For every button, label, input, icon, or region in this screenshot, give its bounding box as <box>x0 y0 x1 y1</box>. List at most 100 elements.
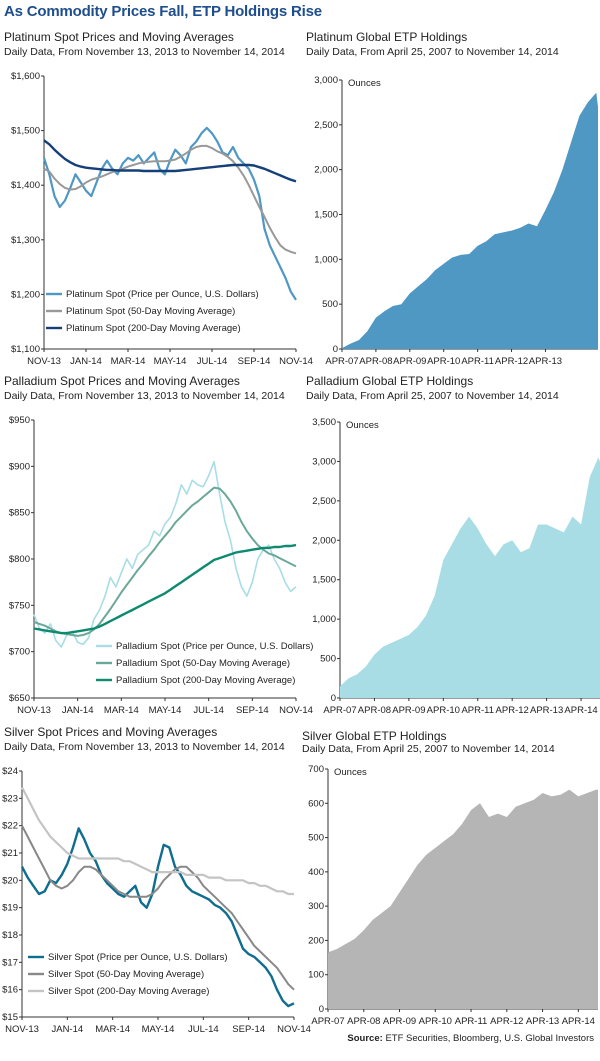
x-tick-label: JAN-14 <box>70 356 102 367</box>
x-tick-label: APR-10 <box>427 356 460 367</box>
y-tick-label: 2,500 <box>314 120 338 131</box>
y-tick-label: $1,300 <box>11 235 40 246</box>
y-tick-label: 600 <box>308 798 324 809</box>
x-tick-label: SEP-14 <box>232 1024 265 1035</box>
y-tick-label: $17 <box>2 957 18 968</box>
x-tick-label: APR-10 <box>419 1016 452 1027</box>
chart-title: Silver Spot Prices and Moving Averages <box>4 725 218 739</box>
x-tick-label: NOV-13 <box>17 705 51 716</box>
x-tick-label: MAR-14 <box>95 1024 130 1035</box>
silver-etp-chart: 0 100 200 300 400 500 600 700 APR-07 APR-08 APR-09… <box>308 764 598 1027</box>
x-tick-label: JUL-14 <box>197 356 228 367</box>
y-tick-label: $18 <box>2 930 18 941</box>
silver-spot-chart: $15 $16 $17 $18 $19 $20 $21 $22 $23 $24 NOV-13 JAN-… <box>2 766 311 1035</box>
etp-holdings-area <box>342 92 598 349</box>
x-tick-label: APR-08 <box>347 1016 380 1027</box>
y-tick-label: $850 <box>9 508 30 519</box>
legend-label: Silver Spot (Price per Ounce, U.S. Dolla… <box>48 952 228 963</box>
x-tick-label: NOV-14 <box>277 1024 311 1035</box>
chart-subtitle: Daily Data, From November 13, 2013 to No… <box>4 390 285 402</box>
chart-subtitle: Daily Data, From April 25, 2007 to Novem… <box>306 46 559 58</box>
y-tick-label: 3,000 <box>314 75 338 86</box>
series-line-0 <box>33 460 297 648</box>
y-tick-label: 3,000 <box>312 456 336 467</box>
y-tick-label: $750 <box>9 600 30 611</box>
x-tick-label: NOV-13 <box>27 356 61 367</box>
legend-label: Platinum Spot (200-Day Moving Average) <box>66 323 241 334</box>
palladium-etp-chart: 0 500 1,000 1,500 2,000 2,500 3,000 3,500 APR-07… <box>312 417 600 716</box>
source-label: Source: <box>347 1033 383 1044</box>
y-tick-label: $23 <box>2 793 18 804</box>
x-tick-label: MAR-14 <box>111 356 146 367</box>
chart-title: Palladium Spot Prices and Moving Average… <box>4 374 240 388</box>
y-tick-label: 1,500 <box>314 210 338 221</box>
y-tick-label: 0 <box>333 344 338 355</box>
x-tick-label: JAN-14 <box>51 1024 83 1035</box>
series-line-0 <box>42 126 297 301</box>
source-note: Source: ETF Securities, Bloomberg, U.S. … <box>347 1033 594 1044</box>
x-tick-label: MAY-14 <box>142 1024 175 1035</box>
x-tick-label: APR-08 <box>358 705 391 716</box>
etp-holdings-area <box>340 457 600 698</box>
main-title: As Commodity Prices Fall, ETP Holdings R… <box>4 3 322 20</box>
x-tick-label: APR-12 <box>496 705 529 716</box>
series-line-2 <box>21 786 294 896</box>
y-tick-label: 1,000 <box>314 254 338 265</box>
x-tick-label: APR-13 <box>526 1016 559 1027</box>
chart-title: Platinum Global ETP Holdings <box>306 30 468 44</box>
x-tick-label: APR-07 <box>325 356 358 367</box>
y-tick-label: 0 <box>331 693 336 704</box>
x-tick-label: MAR-14 <box>104 705 139 716</box>
x-tick-label: NOV-14 <box>279 356 313 367</box>
y-tick-label: 400 <box>308 867 324 878</box>
y-tick-label: 500 <box>320 654 336 665</box>
chart-title: Platinum Spot Prices and Moving Averages <box>4 30 234 44</box>
y-tick-label: 100 <box>308 970 324 981</box>
series-line-2 <box>43 139 297 183</box>
y-tick-label: $15 <box>2 1012 18 1023</box>
y-tick-label: $19 <box>2 903 18 914</box>
x-tick-label: APR-11 <box>461 705 494 716</box>
y-tick-label: $1,200 <box>11 289 40 300</box>
etp-holdings-area <box>328 789 598 1009</box>
y-tick-label: $1,400 <box>11 180 40 191</box>
series-line-0 <box>20 827 295 1008</box>
x-tick-label: JUL-14 <box>188 1024 219 1035</box>
legend-label: Silver Spot (200-Day Moving Average) <box>48 986 209 997</box>
x-tick-label: NOV-13 <box>5 1024 39 1035</box>
y-tick-label: $900 <box>9 461 30 472</box>
x-tick-label: JUL-14 <box>193 705 224 716</box>
y-tick-label: $700 <box>9 647 30 658</box>
y-tick-label: 1,500 <box>312 575 336 586</box>
palladium-spot-chart: $650 $700 $750 $800 $850 $900 $950 NOV-13 JAN-14… <box>9 415 314 716</box>
x-tick-label: MAY-14 <box>154 356 187 367</box>
y-tick-label: $22 <box>2 821 18 832</box>
y-tick-label: 0 <box>319 1004 324 1015</box>
chart-subtitle: Daily Data, From November 13, 2013 to No… <box>4 741 285 753</box>
unit-label: Ounces <box>348 78 381 89</box>
chart-subtitle: Daily Data, From April 25, 2007 to Novem… <box>306 390 559 402</box>
x-tick-label: APR-07 <box>323 705 356 716</box>
y-tick-label: $1,100 <box>11 344 40 355</box>
unit-label: Ounces <box>346 420 379 431</box>
y-tick-label: 200 <box>308 935 324 946</box>
chart-title: Palladium Global ETP Holdings <box>306 374 474 388</box>
chart-title: Silver Global ETP Holdings <box>302 729 447 743</box>
legend-label: Platinum Spot (50-Day Moving Average) <box>66 306 235 317</box>
x-tick-label: APR-10 <box>427 705 460 716</box>
x-tick-label: SEP-14 <box>236 705 269 716</box>
x-tick-label: APR-13 <box>530 705 563 716</box>
y-tick-label: $1,500 <box>11 126 40 137</box>
x-tick-label: SEP-14 <box>238 356 271 367</box>
y-tick-label: $800 <box>9 554 30 565</box>
legend-label: Platinum Spot (Price per Ounce, U.S. Dol… <box>66 289 259 300</box>
legend-label: Silver Spot (50-Day Moving Average) <box>48 969 204 980</box>
x-tick-label: APR-14 <box>562 1016 595 1027</box>
series-line-1 <box>33 486 297 637</box>
y-tick-label: 2,500 <box>312 496 336 507</box>
unit-label: Ounces <box>334 767 367 778</box>
x-tick-label: APR-08 <box>359 356 392 367</box>
x-tick-label: APR-13 <box>529 356 562 367</box>
y-tick-label: $16 <box>2 985 18 996</box>
